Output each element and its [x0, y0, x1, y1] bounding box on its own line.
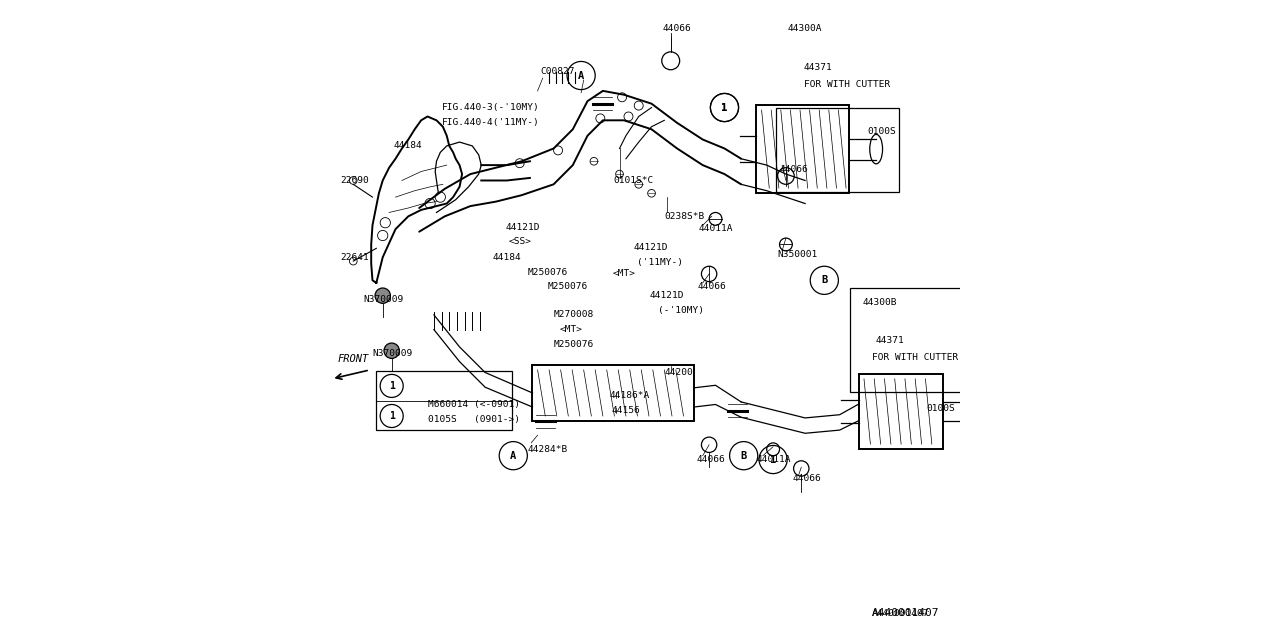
Text: A: A [579, 70, 584, 81]
Text: <SS>: <SS> [508, 237, 531, 246]
Text: 22690: 22690 [340, 176, 369, 185]
Text: 44066: 44066 [696, 455, 724, 464]
Text: ('11MY-): ('11MY-) [637, 258, 682, 267]
Bar [850, 288, 966, 392]
Bar [859, 374, 943, 449]
Text: <MT>: <MT> [613, 269, 636, 278]
Bar [756, 105, 850, 193]
Circle shape [384, 343, 399, 358]
Text: 44066: 44066 [698, 282, 726, 291]
Bar [376, 371, 512, 430]
Text: 0101S*C: 0101S*C [613, 176, 653, 185]
Text: 44371: 44371 [804, 63, 832, 72]
Text: 44121D: 44121D [650, 291, 684, 300]
Text: 44186*A: 44186*A [609, 391, 649, 400]
Text: 0100S: 0100S [927, 404, 955, 413]
Text: 44121D: 44121D [506, 223, 540, 232]
Text: 44011A: 44011A [699, 224, 733, 233]
Bar [776, 108, 899, 192]
Text: 0238S*B: 0238S*B [664, 212, 704, 221]
Text: 44300A: 44300A [787, 24, 822, 33]
Text: N370009: N370009 [372, 349, 412, 358]
Text: B: B [741, 451, 746, 461]
Text: M270008: M270008 [554, 310, 594, 319]
Text: 44156: 44156 [612, 406, 640, 415]
Text: FOR WITH CUTTER: FOR WITH CUTTER [805, 80, 891, 89]
Text: 44066: 44066 [780, 165, 808, 174]
Text: 44284*B: 44284*B [529, 445, 568, 454]
Text: A: A [511, 451, 516, 461]
Text: M250076: M250076 [554, 340, 594, 349]
Text: 44066: 44066 [792, 474, 820, 483]
Text: M250076: M250076 [529, 268, 568, 276]
Text: B: B [822, 275, 827, 285]
Text: 1: 1 [771, 454, 776, 465]
Text: M250076: M250076 [548, 282, 588, 291]
Text: A440001407: A440001407 [872, 608, 940, 618]
Text: 44066: 44066 [663, 24, 691, 33]
Text: FRONT: FRONT [338, 353, 369, 364]
Text: 0105S   (0901->): 0105S (0901->) [428, 415, 520, 424]
Text: 1: 1 [389, 411, 394, 421]
Text: <MT>: <MT> [561, 325, 582, 334]
Text: M660014 (<-0901): M660014 (<-0901) [428, 400, 520, 409]
Text: 22641: 22641 [340, 253, 369, 262]
Text: (-'10MY): (-'10MY) [658, 306, 704, 315]
Text: 44184: 44184 [394, 141, 422, 150]
Text: 1: 1 [389, 381, 394, 391]
Text: C00827: C00827 [540, 67, 575, 76]
Bar [532, 365, 694, 421]
Text: 44371: 44371 [876, 336, 904, 345]
Text: FIG.440-3(-'10MY): FIG.440-3(-'10MY) [442, 103, 539, 112]
Text: 44121D: 44121D [634, 243, 668, 252]
Text: N370009: N370009 [364, 295, 403, 304]
Text: 44200: 44200 [664, 368, 692, 377]
Text: FIG.440-4('11MY-): FIG.440-4('11MY-) [442, 118, 539, 127]
Text: 44184: 44184 [493, 253, 521, 262]
Text: 44011A: 44011A [756, 455, 791, 464]
Circle shape [375, 288, 390, 303]
Text: N350001: N350001 [777, 250, 818, 259]
Text: 0100S: 0100S [868, 127, 896, 136]
Text: FOR WITH CUTTER: FOR WITH CUTTER [872, 353, 957, 362]
Text: 44300B: 44300B [863, 298, 897, 307]
Text: 1: 1 [722, 102, 727, 113]
Text: 1: 1 [722, 102, 727, 113]
Text: A440001407: A440001407 [872, 609, 929, 618]
